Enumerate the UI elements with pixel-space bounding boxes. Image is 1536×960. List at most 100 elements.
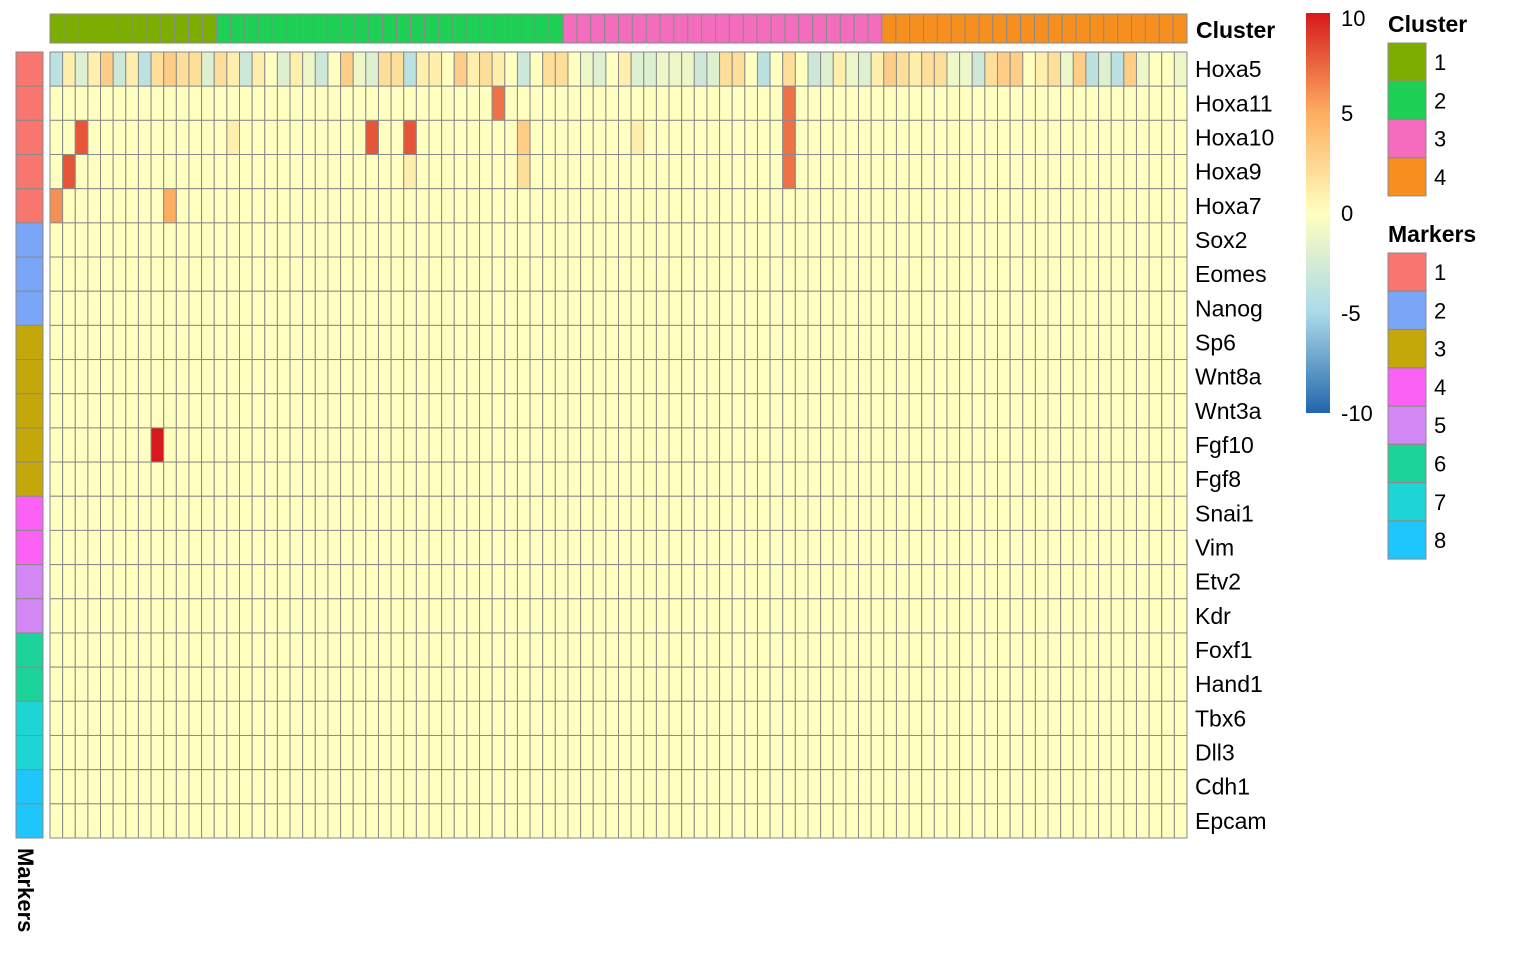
heatmap-cell	[125, 222, 139, 258]
heatmap-cell	[1098, 632, 1112, 668]
heatmap-cell	[959, 734, 973, 771]
heatmap-cell	[403, 119, 417, 156]
heatmap-cell	[895, 85, 910, 121]
heatmap-cell	[1123, 529, 1137, 566]
heatmap-cell	[1047, 700, 1062, 736]
heatmap-cell	[327, 529, 342, 566]
heatmap-cell	[1085, 359, 1100, 395]
heatmap-cell	[112, 666, 127, 702]
heatmap-cell	[668, 734, 683, 771]
heatmap-cell	[1034, 461, 1049, 497]
cluster-annotation-cell	[687, 13, 703, 44]
heatmap-cell	[794, 359, 809, 395]
markers-annotation-cell	[15, 564, 44, 600]
heatmap-cell	[239, 154, 253, 190]
heatmap-cell	[971, 51, 986, 87]
heatmap-cell	[1047, 290, 1062, 326]
heatmap-cell	[542, 461, 556, 497]
row-label: Dll3	[1195, 740, 1235, 766]
heatmap-cell	[87, 666, 102, 702]
heatmap-cell	[163, 188, 177, 224]
heatmap-cell	[201, 734, 215, 771]
heatmap-cell	[719, 119, 733, 156]
heatmap-cell	[971, 461, 986, 497]
heatmap-cell	[1009, 803, 1024, 839]
heatmap-cell	[62, 666, 76, 702]
heatmap-cell	[289, 51, 304, 87]
heatmap-cell	[921, 598, 935, 634]
heatmap-cell	[87, 700, 102, 736]
heatmap-cell	[466, 119, 481, 156]
heatmap-cell	[302, 803, 316, 839]
heatmap-cell	[529, 700, 544, 736]
heatmap-cell	[1110, 427, 1125, 463]
heatmap-cell	[175, 324, 190, 361]
row-label: Vim	[1195, 535, 1234, 561]
heatmap-cell	[845, 495, 860, 531]
heatmap-cell	[567, 666, 582, 702]
heatmap-cell	[554, 85, 569, 121]
heatmap-cell	[655, 290, 670, 326]
heatmap-cell	[946, 803, 961, 839]
heatmap-cell	[1173, 769, 1188, 805]
heatmap-cell	[1060, 734, 1074, 771]
heatmap-cell	[137, 564, 152, 600]
heatmap-cell	[1161, 222, 1175, 258]
heatmap-cell	[453, 598, 468, 634]
heatmap-cell	[137, 427, 152, 463]
heatmap-cell	[1110, 461, 1125, 497]
heatmap-cell	[74, 85, 89, 121]
heatmap-cell	[895, 154, 910, 190]
heatmap-cell	[352, 359, 367, 395]
heatmap-cell	[100, 666, 114, 702]
heatmap-cell	[390, 700, 405, 736]
heatmap-cell	[314, 734, 329, 771]
markers-annotation-cell	[15, 222, 44, 258]
heatmap-cell	[971, 598, 986, 634]
heatmap-cell	[870, 666, 885, 702]
heatmap-cell	[415, 803, 430, 839]
heatmap-cell	[908, 290, 923, 326]
heatmap-cell	[453, 529, 468, 566]
heatmap-cell	[895, 359, 910, 395]
heatmap-cell	[1047, 119, 1062, 156]
heatmap-cell	[820, 529, 834, 566]
heatmap-cell	[213, 256, 228, 292]
heatmap-cell	[971, 495, 986, 531]
heatmap-cell	[1161, 495, 1175, 531]
heatmap-cell	[314, 700, 329, 736]
heatmap-cell	[1148, 803, 1163, 839]
heatmap-cell	[415, 700, 430, 736]
heatmap-cell	[226, 769, 241, 805]
heatmap-cell	[441, 734, 455, 771]
heatmap-cell	[125, 324, 139, 361]
heatmap-cell	[693, 769, 708, 805]
heatmap-cell	[276, 564, 291, 600]
heatmap-cell	[213, 666, 228, 702]
heatmap-cell	[100, 51, 114, 87]
color-scale-tick-label: 5	[1341, 101, 1353, 126]
heatmap-cell	[807, 290, 822, 326]
heatmap-cell	[428, 154, 443, 190]
heatmap-cell	[365, 427, 379, 463]
heatmap-cell	[150, 359, 165, 395]
heatmap-cell	[213, 734, 228, 771]
heatmap-cell	[100, 222, 114, 258]
heatmap-cell	[352, 598, 367, 634]
heatmap-cell	[403, 256, 417, 292]
heatmap-cell	[630, 222, 645, 258]
heatmap-cell	[516, 222, 531, 258]
markers-annotation-cell	[15, 359, 44, 395]
heatmap-cell	[1123, 188, 1137, 224]
heatmap-cell	[377, 461, 392, 497]
heatmap-cell	[542, 564, 556, 600]
heatmap-cell	[1009, 393, 1024, 429]
heatmap-cell	[302, 222, 316, 258]
cluster-annotation-cell	[49, 13, 65, 44]
heatmap-cell	[807, 393, 822, 429]
heatmap-cell	[794, 734, 809, 771]
heatmap-cell	[1135, 769, 1150, 805]
heatmap-cell	[984, 632, 998, 668]
heatmap-cell	[895, 495, 910, 531]
heatmap-cell	[744, 495, 758, 531]
